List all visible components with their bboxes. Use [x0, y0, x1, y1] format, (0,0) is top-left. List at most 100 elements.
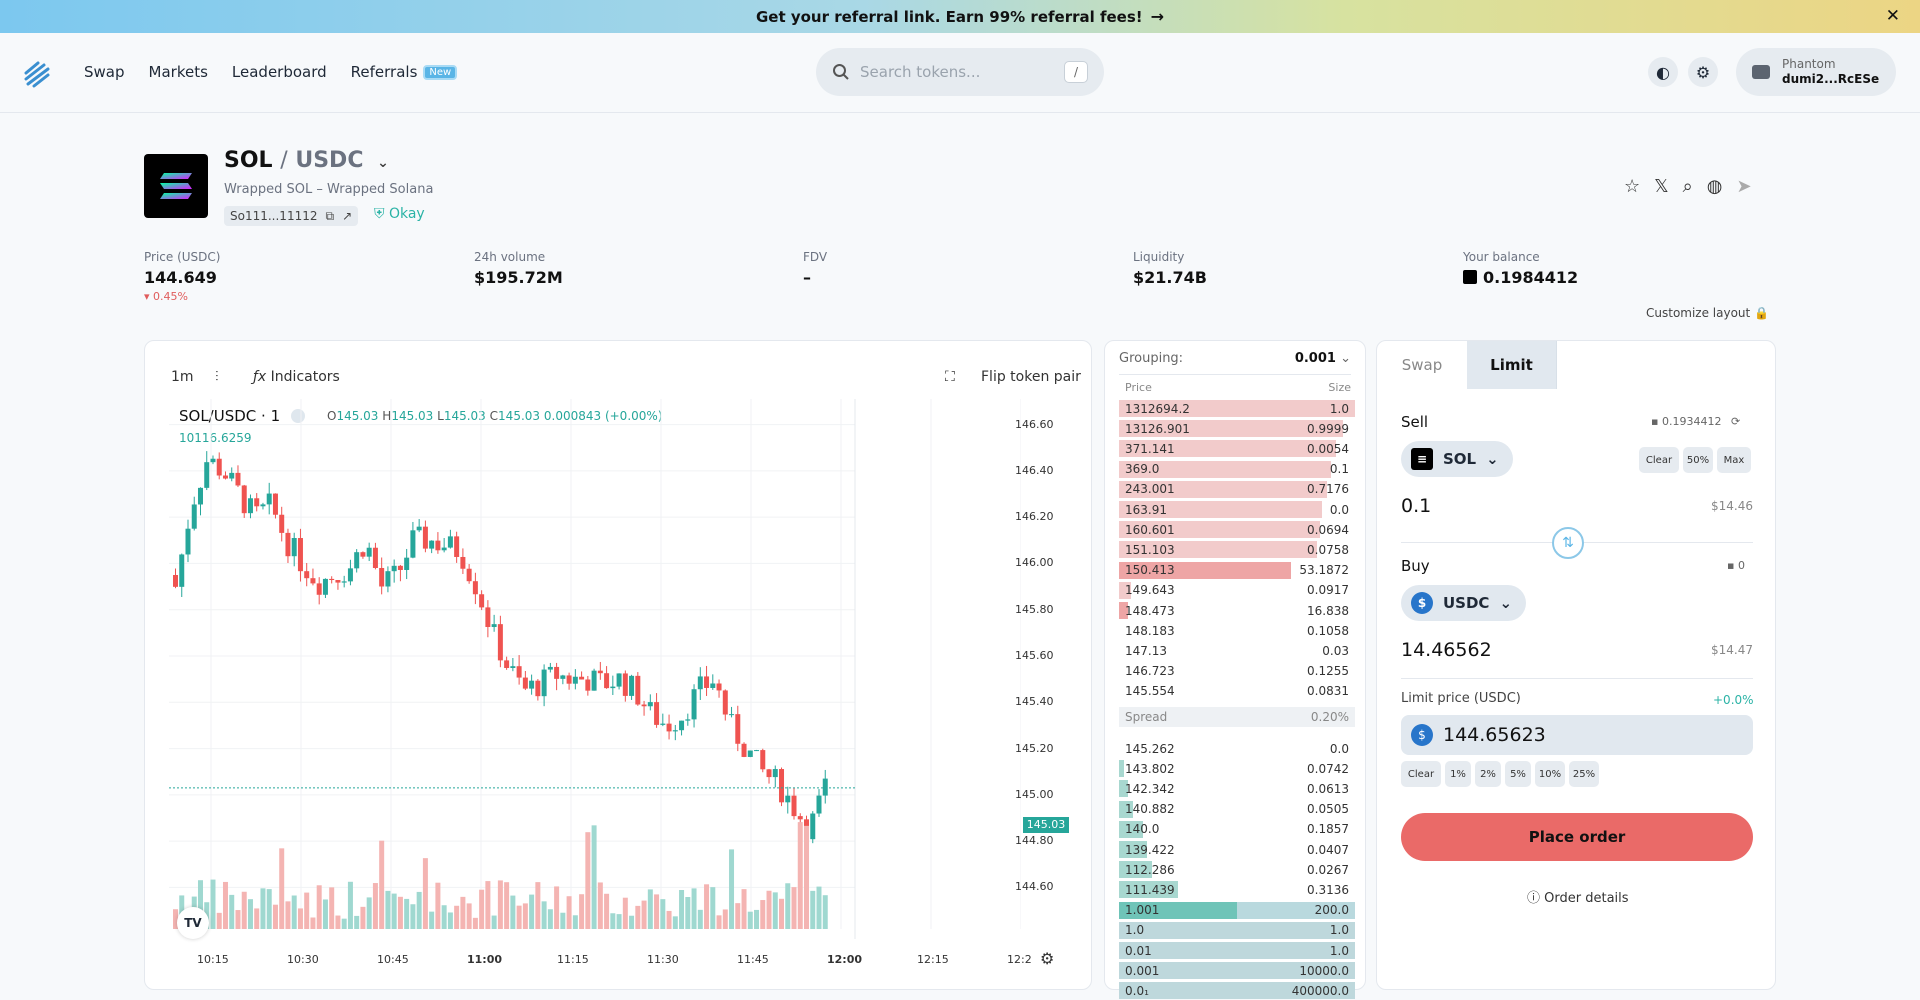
ask-row[interactable]: 369.0 0.1 [1119, 460, 1355, 479]
sell-amount-input[interactable]: 0.1 [1401, 495, 1432, 517]
bid-row[interactable]: 112.286 0.0267 [1119, 860, 1355, 879]
volume-bar [610, 913, 616, 929]
candle-type-icon[interactable]: ⫶ [215, 369, 219, 385]
bid-row[interactable]: 140.882 0.0505 [1119, 800, 1355, 819]
candle-body [591, 670, 597, 691]
tab-swap[interactable]: Swap [1401, 356, 1443, 374]
sell-max-button[interactable]: Max [1717, 447, 1751, 473]
ask-row[interactable]: 160.601 0.0694 [1119, 520, 1355, 539]
bid-row[interactable]: 0.0₁ 400000.0 [1119, 981, 1355, 1000]
x-twitter-icon[interactable]: 𝕏 [1654, 176, 1669, 197]
limit-2pct-button[interactable]: 2% [1475, 761, 1501, 787]
ask-row[interactable]: 148.473 16.838 [1119, 601, 1355, 620]
candle-body [666, 723, 672, 732]
wallet-button[interactable]: Phantom dumi2...RcESe [1736, 48, 1896, 96]
external-link-icon[interactable]: ↗ [342, 209, 353, 223]
chart-settings-icon[interactable]: ⚙ [1040, 949, 1055, 968]
candle-body [547, 666, 553, 670]
ask-row[interactable]: 163.91 0.0 [1119, 500, 1355, 519]
nav-referrals[interactable]: Referrals New [351, 63, 458, 81]
candlestick-chart[interactable] [169, 399, 1021, 951]
volume-bar [604, 893, 610, 929]
buy-amount[interactable]: 14.46562 [1401, 639, 1492, 661]
candle-body [572, 676, 578, 684]
candle-body [822, 778, 828, 796]
app-logo-icon[interactable] [22, 59, 52, 89]
star-icon[interactable]: ☆ [1624, 176, 1641, 197]
bid-row[interactable]: 143.802 0.0742 [1119, 759, 1355, 778]
limit-price-input[interactable]: $ 144.65623 [1401, 715, 1753, 755]
telegram-icon[interactable]: ➤ [1736, 176, 1752, 197]
spread-label: Spread [1125, 710, 1168, 724]
tab-limit[interactable]: Limit [1467, 341, 1557, 389]
search-icon[interactable]: ⌕ [1682, 176, 1693, 197]
search-input[interactable]: Search tokens... / [816, 48, 1104, 96]
bid-row[interactable]: 1.0 1.0 [1119, 921, 1355, 940]
ask-size: 0.0 [1329, 502, 1349, 517]
ask-row[interactable]: 145.554 0.0831 [1119, 682, 1355, 701]
referral-banner[interactable]: Get your referral link. Earn 99% referra… [0, 0, 1920, 33]
limit-1pct-button[interactable]: 1% [1445, 761, 1471, 787]
bid-row[interactable]: 1.001 200.0 [1119, 901, 1355, 920]
ask-row[interactable]: 1312694.2 1.0 [1119, 399, 1355, 418]
bid-row[interactable]: 0.001 10000.0 [1119, 961, 1355, 980]
stat-change: ▾ 0.45% [144, 290, 188, 303]
swap-direction-icon[interactable]: ⇅ [1552, 527, 1584, 559]
volume-bar [385, 890, 391, 929]
time-tick-label: 12:15 [917, 953, 949, 966]
limit-25pct-button[interactable]: 25% [1569, 761, 1599, 787]
customize-layout-button[interactable]: Customize layout 🔒 [1646, 306, 1769, 320]
close-icon[interactable]: ✕ [1885, 6, 1900, 26]
nav-leaderboard[interactable]: Leaderboard [231, 63, 327, 81]
nav-swap[interactable]: Swap [84, 63, 125, 81]
limit-5pct-button[interactable]: 5% [1505, 761, 1531, 787]
sell-token-selector[interactable]: ≡ SOL ⌄ [1401, 441, 1513, 477]
sell-clear-button[interactable]: Clear [1639, 447, 1679, 473]
place-order-button[interactable]: Place order [1401, 813, 1753, 861]
tradingview-logo-icon[interactable]: TV [177, 907, 209, 939]
candle-body [304, 571, 310, 579]
ask-price: 147.13 [1125, 643, 1167, 658]
candle-body [766, 769, 772, 778]
ask-row[interactable]: 146.723 0.1255 [1119, 662, 1355, 681]
candle-body [797, 816, 803, 820]
bid-size: 10000.0 [1299, 963, 1349, 978]
candle-body [579, 676, 585, 680]
buy-token-label: USDC [1443, 594, 1490, 612]
buy-token-selector[interactable]: $ USDC ⌄ [1401, 585, 1527, 621]
ask-row[interactable]: 149.643 0.0917 [1119, 581, 1355, 600]
gear-icon[interactable]: ⚙ [1688, 57, 1718, 87]
bid-row[interactable]: 139.422 0.0407 [1119, 840, 1355, 859]
bid-row[interactable]: 142.342 0.0613 [1119, 779, 1355, 798]
nav-markets[interactable]: Markets [148, 63, 208, 81]
ask-row[interactable]: 150.413 53.1872 [1119, 561, 1355, 580]
grouping-selector[interactable]: Grouping: 0.001 ⌄ [1119, 351, 1351, 375]
limit-10pct-button[interactable]: 10% [1535, 761, 1565, 787]
bid-price: 0.001 [1125, 963, 1160, 978]
bid-row[interactable]: 111.439 0.3136 [1119, 880, 1355, 899]
copy-icon[interactable]: ⧉ [325, 208, 335, 223]
interval-selector[interactable]: 1m [171, 369, 194, 385]
ask-row[interactable]: 243.001 0.7176 [1119, 480, 1355, 499]
token-pair-selector[interactable]: SOL / USDC ⌄ [224, 148, 389, 173]
order-details-link[interactable]: ⓘ Order details [1527, 887, 1629, 906]
ask-row[interactable]: 147.13 0.03 [1119, 641, 1355, 660]
limit-clear-button[interactable]: Clear [1401, 761, 1441, 787]
flip-token-pair-button[interactable]: Flip token pair [981, 369, 1081, 385]
bid-row[interactable]: 145.262 0.0 [1119, 739, 1355, 758]
ask-row[interactable]: 151.103 0.0758 [1119, 540, 1355, 559]
bid-row[interactable]: 0.01 1.0 [1119, 941, 1355, 960]
bid-row[interactable]: 140.0 0.1857 [1119, 820, 1355, 839]
volume-bar [616, 914, 622, 929]
ask-row[interactable]: 13126.901 0.9999 [1119, 419, 1355, 438]
globe-icon[interactable]: ◍ [1706, 176, 1723, 197]
refresh-icon[interactable]: ⟳ [1730, 415, 1741, 428]
ask-row[interactable]: 148.183 0.1058 [1119, 621, 1355, 640]
indicators-button[interactable]: ƒx Indicators [253, 369, 340, 385]
fullscreen-icon[interactable]: ⛶ [945, 369, 955, 385]
bid-price: 111.439 [1125, 882, 1175, 897]
sell-50-button[interactable]: 50% [1683, 447, 1713, 473]
volume-bar [729, 849, 735, 929]
ask-row[interactable]: 371.141 0.0054 [1119, 439, 1355, 458]
theme-toggle-icon[interactable]: ◐ [1648, 57, 1678, 87]
